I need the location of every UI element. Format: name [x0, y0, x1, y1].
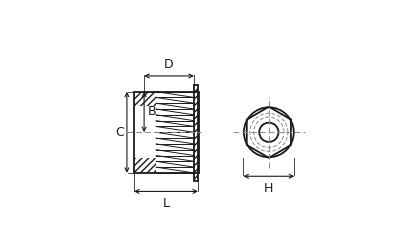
Circle shape — [241, 105, 296, 160]
Bar — [156, 92, 194, 173]
Bar — [134, 92, 199, 106]
Bar — [194, 85, 198, 181]
Bar — [134, 158, 199, 173]
Text: L: L — [163, 197, 170, 210]
Text: C: C — [115, 126, 123, 139]
Bar — [134, 92, 199, 173]
Text: H: H — [264, 182, 273, 195]
Bar — [194, 85, 198, 181]
Bar — [194, 85, 198, 181]
Bar — [134, 92, 199, 173]
Text: B: B — [148, 105, 156, 119]
Text: D: D — [164, 58, 174, 71]
